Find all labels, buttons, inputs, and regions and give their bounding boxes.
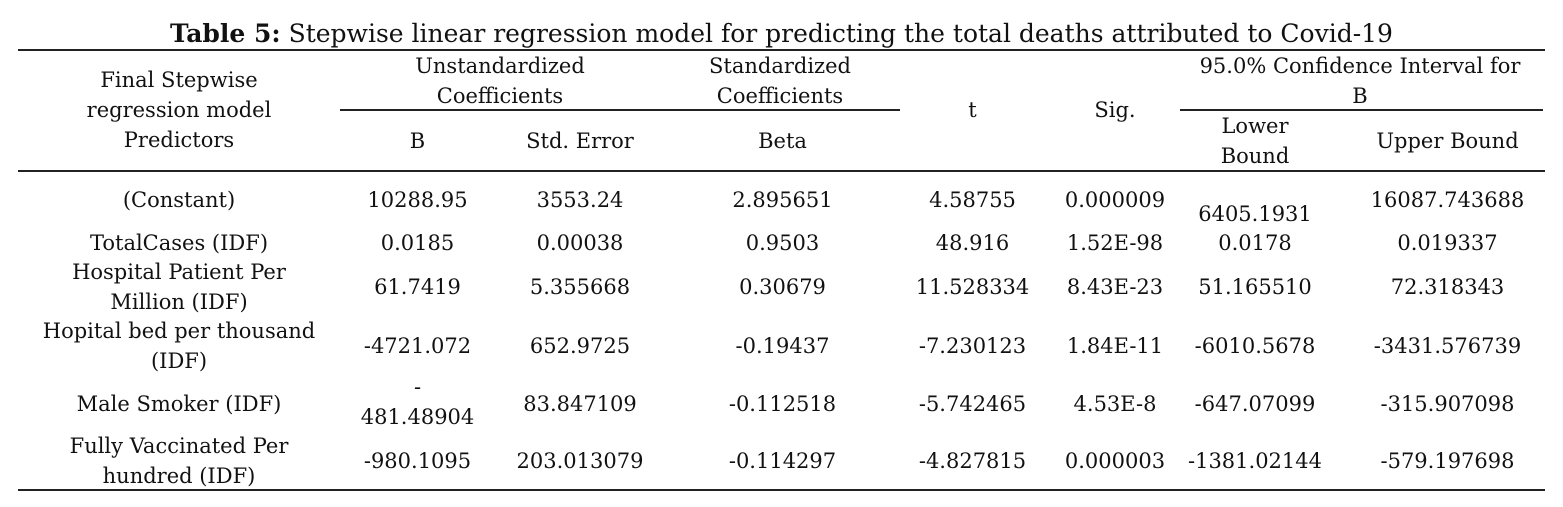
cell-b: - 481.48904 — [360, 375, 475, 429]
top-rule — [18, 49, 1545, 51]
cell-upper-bound: -3431.576739 — [1373, 334, 1522, 358]
cell-upper-bound: 0.019337 — [1397, 231, 1498, 255]
cell-sig: 8.43E-23 — [1066, 275, 1164, 299]
cell-sig: 1.84E-11 — [1066, 334, 1164, 358]
cell-upper-bound: 16087.743688 — [1370, 188, 1525, 212]
cell-beta: -0.114297 — [728, 449, 837, 473]
cell-lower-bound: -6010.5678 — [1194, 334, 1316, 358]
cell-b: 61.7419 — [374, 275, 461, 299]
cell-t: -5.742465 — [918, 392, 1027, 416]
cell-upper-bound: -579.197698 — [1380, 449, 1515, 473]
cell-sig: 0.000009 — [1064, 188, 1166, 212]
cell-t: -4.827815 — [918, 449, 1027, 473]
cell-lower-bound: 51.165510 — [1198, 275, 1312, 299]
cell-beta: 2.895651 — [732, 188, 833, 212]
cell-predictor: Fully Vaccinated Per hundred (IDF) — [69, 434, 289, 488]
ci-group-rule — [1180, 109, 1543, 111]
cell-upper-bound: 72.318343 — [1390, 275, 1505, 299]
cell-std-error: 0.00038 — [536, 231, 624, 255]
header-b: B — [409, 128, 426, 153]
header-predictors: Final Stepwise regression model Predicto… — [86, 68, 272, 152]
header-t: t — [968, 98, 977, 122]
cell-lower-bound: -1381.02144 — [1187, 449, 1323, 473]
table-caption-text: Stepwise linear regression model for pre… — [280, 19, 1393, 48]
table-caption: Table 5: Stepwise linear regression mode… — [0, 18, 1563, 50]
cell-upper-bound: -315.907098 — [1380, 392, 1515, 416]
cell-lower-bound: 6405.1931 — [1198, 202, 1312, 226]
cell-b: -980.1095 — [363, 449, 472, 473]
header-bottom-rule — [18, 170, 1545, 172]
header-beta: Beta — [758, 128, 807, 153]
cell-beta: -0.19437 — [735, 334, 830, 358]
cell-sig: 0.000003 — [1064, 449, 1166, 473]
cell-predictor: Male Smoker (IDF) — [76, 392, 282, 416]
cell-t: -7.230123 — [918, 334, 1027, 358]
cell-std-error: 203.013079 — [516, 449, 644, 473]
cell-predictor: Hospital Patient Per Million (IDF) — [72, 260, 286, 314]
cell-b: -4721.072 — [363, 334, 472, 358]
header-std-error: Std. Error — [526, 128, 634, 153]
cell-std-error: 83.847109 — [523, 392, 637, 416]
header-unstandardized: Unstandardized Coefficients — [415, 54, 585, 108]
cell-predictor: (Constant) — [122, 188, 236, 212]
cell-t: 4.58755 — [929, 188, 1016, 212]
unstd-group-rule — [340, 109, 900, 111]
cell-sig: 1.52E-98 — [1066, 231, 1164, 255]
cell-t: 48.916 — [935, 231, 1010, 255]
cell-beta: 0.9503 — [745, 231, 820, 255]
cell-lower-bound: -647.07099 — [1194, 392, 1316, 416]
header-sig: Sig. — [1094, 98, 1136, 122]
header-standardized: Standardized Coefficients — [709, 54, 851, 108]
cell-sig: 4.53E-8 — [1073, 392, 1157, 416]
cell-beta: 0.30679 — [739, 275, 826, 299]
bottom-rule — [18, 489, 1545, 491]
cell-std-error: 652.9725 — [529, 334, 631, 358]
table-caption-label: Table 5: — [170, 19, 281, 48]
cell-b: 0.0185 — [380, 231, 455, 255]
header-lower-bound: Lower Bound — [1220, 113, 1290, 168]
cell-std-error: 5.355668 — [529, 275, 631, 299]
header-upper-bound: Upper Bound — [1376, 128, 1519, 153]
cell-t: 11.528334 — [915, 275, 1030, 299]
cell-beta: -0.112518 — [728, 392, 837, 416]
cell-lower-bound: 0.0178 — [1218, 231, 1292, 255]
cell-b: 10288.95 — [367, 188, 468, 212]
cell-std-error: 3553.24 — [536, 188, 624, 212]
header-ci: 95.0% Confidence Interval for B — [1199, 54, 1521, 108]
cell-predictor: TotalCases (IDF) — [89, 231, 269, 255]
cell-predictor: Hopital bed per thousand (IDF) — [42, 319, 316, 373]
